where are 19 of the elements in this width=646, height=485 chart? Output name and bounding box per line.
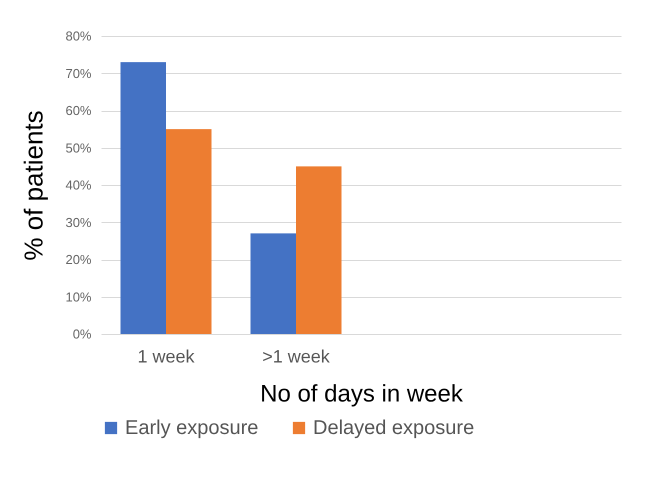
legend-label: Early exposure	[125, 417, 258, 439]
y-tick-label: 30%	[65, 214, 92, 230]
legend-label: Delayed exposure	[313, 417, 474, 439]
y-tick-label: 80%	[65, 28, 92, 44]
y-tick-label: 60%	[65, 103, 92, 118]
y-tick-label: 0%	[72, 326, 92, 342]
x-axis-title: No of days in week	[260, 380, 464, 408]
bar	[166, 129, 212, 334]
bar	[296, 166, 342, 334]
y-tick-label: 10%	[65, 289, 92, 304]
bar	[120, 62, 166, 334]
bar	[250, 233, 296, 334]
y-tick-label: 20%	[65, 252, 92, 267]
x-tick-label: 1 week	[137, 346, 196, 366]
y-tick-label: 50%	[65, 140, 92, 156]
y-tick-label: 70%	[65, 66, 92, 81]
x-tick-label: >1 week	[262, 346, 331, 366]
y-axis-title: % of patients	[18, 110, 48, 261]
y-tick-label: 40%	[65, 178, 92, 192]
